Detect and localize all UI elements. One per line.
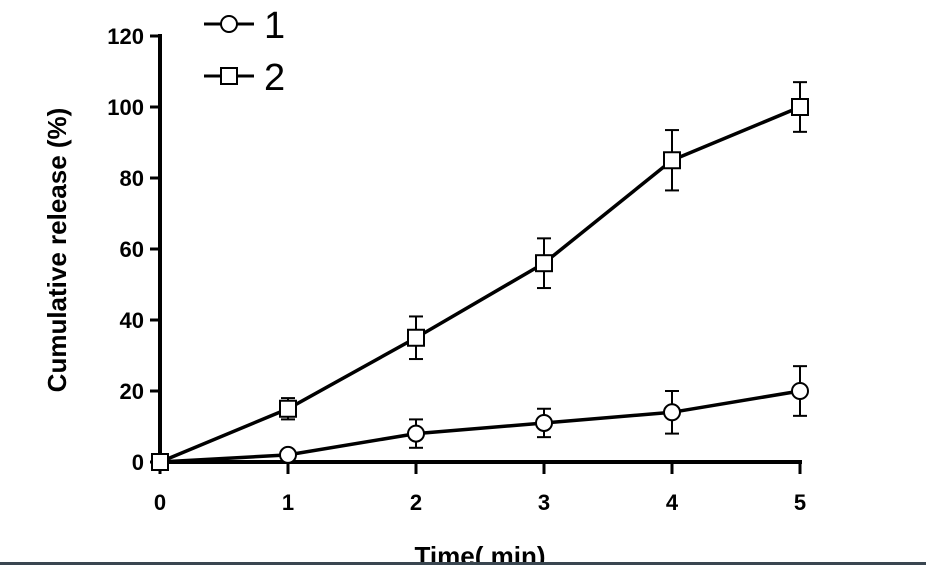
series-1-point <box>535 413 553 432</box>
series-2-point <box>535 254 553 273</box>
legend: 12 <box>204 5 285 99</box>
series-2-point <box>407 328 425 347</box>
axes: 0 1 2 3 4 5 0 20 40 60 80 100 120 <box>107 24 806 515</box>
x-tick-label: 2 <box>410 490 422 515</box>
series-2-line <box>159 105 801 464</box>
x-tick-label: 3 <box>538 490 550 515</box>
series-2-point <box>791 98 809 116</box>
legend-label: 1 <box>264 5 285 47</box>
x-tick-label: 0 <box>154 490 166 515</box>
series-2-point <box>279 399 297 418</box>
series-2-point <box>663 151 681 170</box>
y-tick-label: 40 <box>120 308 144 333</box>
series-1-line <box>159 389 801 464</box>
x-axis-label: Time( min) <box>415 541 546 565</box>
series-1-point <box>663 403 681 422</box>
x-tick-label: 4 <box>666 490 679 515</box>
y-tick-label: 100 <box>107 95 144 120</box>
legend-circle-icon <box>220 15 238 33</box>
y-tick-label: 120 <box>107 24 144 49</box>
series-1-point <box>279 445 297 464</box>
legend-square-icon <box>220 67 238 85</box>
x-tick-label: 5 <box>794 490 806 515</box>
series-1-point <box>407 424 425 443</box>
y-tick-label: 80 <box>120 166 144 191</box>
y-axis-label: Cumulative release (%) <box>42 108 72 393</box>
y-tick-label: 0 <box>132 450 144 475</box>
bottom-border <box>0 562 926 565</box>
y-tick-label: 60 <box>120 237 144 262</box>
series-layer <box>151 81 809 471</box>
series-1-point <box>791 382 809 400</box>
y-tick-label: 20 <box>120 379 144 404</box>
x-tick-label: 1 <box>282 490 294 515</box>
legend-label: 2 <box>264 57 285 99</box>
series-2-point <box>151 453 169 471</box>
